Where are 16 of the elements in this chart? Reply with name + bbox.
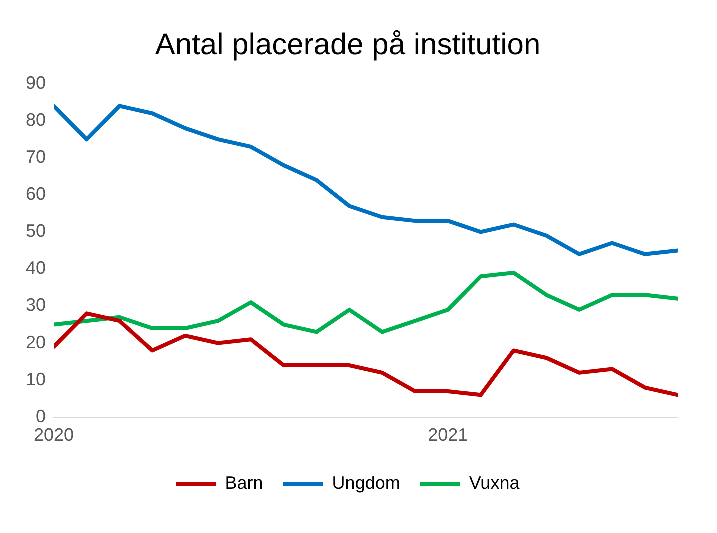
y-tick-label: 50 [26, 221, 46, 242]
y-tick-label: 10 [26, 369, 46, 390]
y-tick-label: 80 [26, 110, 46, 130]
x-tick-label: 2020 [34, 425, 74, 446]
x-tick-label: 2021 [428, 425, 468, 446]
legend-label: Ungdom [332, 472, 400, 493]
y-tick-label: 30 [26, 295, 46, 316]
legend-label: Vuxna [469, 472, 521, 493]
y-tick-label: 40 [26, 258, 46, 278]
y-tick-label: 70 [26, 147, 46, 168]
y-tick-label: 90 [26, 72, 46, 93]
legend-label: Barn [225, 472, 264, 493]
chart-title: Antal placerade på institution [155, 28, 541, 62]
y-tick-label: 0 [36, 406, 46, 426]
y-tick-label: 60 [26, 184, 46, 204]
y-tick-label: 20 [26, 332, 46, 352]
